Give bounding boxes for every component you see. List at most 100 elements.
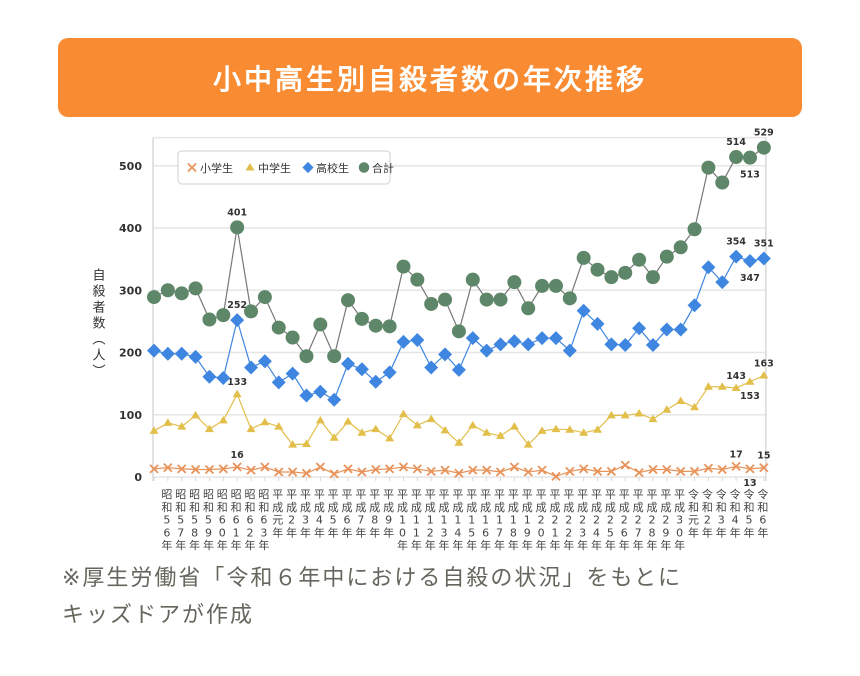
diamond-marker xyxy=(410,333,425,348)
x-marker-stroke xyxy=(426,466,436,477)
x-tick-label-char: 8 xyxy=(510,526,517,539)
x-tick-label-char: 1 xyxy=(441,514,448,527)
x-tick-label-char: 成 xyxy=(577,501,588,514)
x-tick-label-char: 年 xyxy=(452,538,463,552)
x-tick-label-char: 年 xyxy=(411,538,422,552)
circle-marker xyxy=(244,304,259,319)
x-tick-label-char: 年 xyxy=(757,525,768,539)
x-marker-stroke xyxy=(232,462,242,472)
x-tick-label-char: 2 xyxy=(538,514,545,527)
diamond-marker xyxy=(285,366,300,381)
x-tick-label-char: 平 xyxy=(522,488,533,501)
x-marker-stroke xyxy=(689,466,700,477)
data-label: 153 xyxy=(740,391,760,402)
x-tick-label-char: 成 xyxy=(369,501,380,514)
triangle-marker xyxy=(634,409,644,417)
circle-marker xyxy=(645,270,660,285)
y-tick-label: 0 xyxy=(134,471,142,484)
x-marker-stroke xyxy=(676,466,686,477)
x-tick-label-char: 昭 xyxy=(203,488,214,501)
data-label: 13 xyxy=(743,478,756,489)
circle-marker xyxy=(493,292,508,307)
x-tick-label-char: 年 xyxy=(674,538,685,552)
diamond-marker xyxy=(302,161,314,174)
x-tick-label-char: 年 xyxy=(619,538,630,552)
x-tick-label-char: 成 xyxy=(328,501,339,514)
circle-marker xyxy=(742,150,757,165)
triangle-marker xyxy=(731,383,741,391)
x-marker-stroke xyxy=(634,468,644,478)
x-tick-label-char: 年 xyxy=(743,525,754,539)
x-tick-label-char: 年 xyxy=(314,525,325,539)
x-tick-label-char: 2 xyxy=(648,514,655,527)
circle-marker xyxy=(618,265,633,280)
x-tick-label-char: 平 xyxy=(577,488,588,501)
x-tick-label-char: 和 xyxy=(743,501,754,514)
x-tick-label-char: 3 xyxy=(579,526,586,539)
x-tick-label-char: 成 xyxy=(355,501,366,514)
x-tick-label-char: 2 xyxy=(593,514,600,527)
circle-marker xyxy=(438,292,453,307)
x-tick-label-char: 平 xyxy=(646,488,657,501)
x-marker xyxy=(329,469,339,479)
circle-marker xyxy=(521,301,536,316)
x-tick-label-char: 7 xyxy=(496,526,503,539)
triangle-marker xyxy=(593,425,603,433)
x-tick-label-char: 5 xyxy=(468,526,475,539)
x-tick-label-char: 昭 xyxy=(217,488,228,501)
diamond-marker xyxy=(590,316,605,331)
triangle-marker xyxy=(509,422,519,430)
diamond-marker xyxy=(715,275,730,290)
x-tick-label-char: 和 xyxy=(245,501,256,514)
circle-marker xyxy=(729,150,744,165)
y-tick-label: 300 xyxy=(119,284,142,297)
diamond-marker xyxy=(354,362,369,377)
x-tick-label-char: 令 xyxy=(702,487,713,501)
x-marker xyxy=(537,465,547,475)
source-note: ※厚生労働省「令和６年中における自殺の状況」をもとに キッズドアが作成 xyxy=(62,560,682,634)
x-marker xyxy=(731,461,741,472)
x-marker xyxy=(274,467,284,477)
circle-marker xyxy=(271,320,286,335)
x-marker xyxy=(218,464,228,474)
x-marker xyxy=(315,462,325,472)
diamond-marker xyxy=(535,331,550,346)
x-tick-label-char: 5 xyxy=(177,514,184,527)
x-tick-label-char: 年 xyxy=(605,538,616,552)
x-tick-label-char: 年 xyxy=(300,525,311,539)
circle-marker xyxy=(576,250,591,265)
x-tick-label-char: 昭 xyxy=(189,488,200,501)
x-tick-label-char: 5 xyxy=(163,514,170,527)
x-tick-label-char: 年 xyxy=(189,538,200,552)
x-tick-label-char: 平 xyxy=(439,488,450,501)
x-tick-label-char: 平 xyxy=(563,488,574,501)
x-tick-label-char: 平 xyxy=(633,488,644,501)
x-marker xyxy=(703,463,714,473)
x-tick-label-char: 令 xyxy=(730,487,741,501)
x-tick-label-char: 2 xyxy=(551,514,558,527)
x-tick-label-char: 成 xyxy=(508,501,519,514)
triangle-marker xyxy=(745,377,755,385)
x-marker-stroke xyxy=(177,464,187,474)
x-tick-label-char: 2 xyxy=(662,514,669,527)
x-marker-stroke xyxy=(412,464,422,474)
diamond-marker xyxy=(576,303,591,318)
x-tick-label-char: 年 xyxy=(646,538,657,552)
x-tick-label-char: 年 xyxy=(397,538,408,552)
x-marker xyxy=(426,466,436,477)
diamond-marker xyxy=(313,384,328,399)
x-marker-stroke xyxy=(537,465,547,475)
x-marker xyxy=(246,465,256,475)
circle-marker xyxy=(632,252,647,267)
x-tick-label-char: 元 xyxy=(688,514,699,527)
triangle-marker xyxy=(149,426,159,434)
x-tick-label-char: 成 xyxy=(452,501,463,514)
